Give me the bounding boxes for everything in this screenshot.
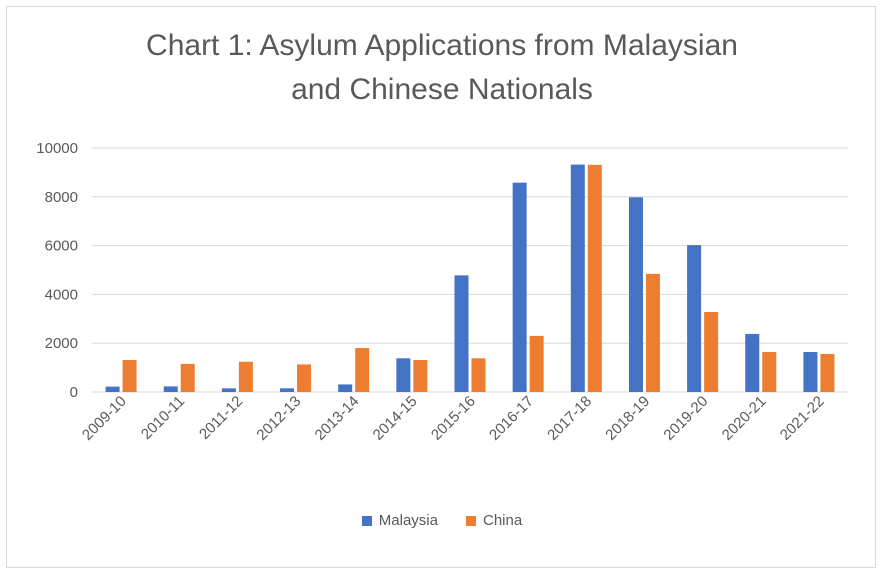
y-tick-label: 6000 [45, 238, 78, 255]
bar-china-2017-18 [587, 164, 602, 392]
chart-title-line-2: and Chinese Nationals [291, 73, 593, 106]
x-tick-label: 2014-15 [370, 393, 421, 444]
legend: Malaysia China [0, 512, 884, 529]
chart-title-line-1: Chart 1: Asylum Applications from Malays… [146, 29, 738, 62]
bar-china-2013-14 [355, 348, 370, 392]
x-tick-label: 2009-10 [79, 393, 130, 444]
bar-malaysia-2010-11 [163, 386, 178, 392]
bar-malaysia-2021-22 [803, 351, 818, 392]
chart-frame [6, 6, 876, 568]
legend-item-malaysia: Malaysia [361, 512, 438, 529]
bar-malaysia-2014-15 [396, 358, 411, 392]
y-tick-label: 4000 [45, 286, 78, 303]
x-tick-label: 2018-19 [602, 393, 653, 444]
x-tick-label: 2015-16 [428, 393, 479, 444]
bar-china-2014-15 [413, 360, 428, 392]
bar-malaysia-2015-16 [454, 275, 469, 392]
x-tick-label: 2013-14 [312, 393, 363, 444]
bar-china-2015-16 [471, 358, 486, 392]
x-tick-label: 2017-18 [544, 393, 595, 444]
bar-china-2012-13 [297, 364, 312, 392]
bar-malaysia-2018-19 [628, 197, 643, 392]
y-tick-label: 0 [70, 384, 78, 401]
y-axis-tick-labels: 0 2000 4000 6000 8000 10000 [36, 140, 78, 401]
bar-malaysia-2019-20 [687, 245, 702, 392]
legend-label-malaysia: Malaysia [378, 512, 438, 529]
bar-china-2010-11 [180, 363, 195, 392]
bar-malaysia-2013-14 [338, 384, 353, 392]
bar-malaysia-2020-21 [745, 333, 760, 392]
legend-swatch-malaysia [361, 515, 372, 526]
gridlines [92, 147, 848, 393]
bar-china-2016-17 [529, 335, 544, 392]
x-tick-label: 2019-20 [660, 393, 711, 444]
bars [105, 164, 835, 392]
x-tick-label: 2011-12 [196, 393, 246, 443]
y-tick-label: 8000 [45, 189, 78, 206]
bar-china-2011-12 [238, 361, 253, 392]
x-tick-label: 2010-11 [138, 393, 188, 443]
bar-china-2021-22 [820, 353, 835, 392]
y-tick-label: 2000 [45, 335, 78, 352]
x-tick-label: 2021-22 [777, 393, 828, 444]
x-axis-tick-labels: 2009-10 2010-11 2011-12 2012-13 2013-14 2014-… [79, 393, 828, 444]
bar-malaysia-2017-18 [570, 164, 585, 392]
x-tick-label: 2016-17 [486, 393, 537, 444]
bar-china-2019-20 [704, 311, 719, 392]
bar-malaysia-2012-13 [280, 388, 295, 392]
bar-china-2020-21 [762, 351, 777, 392]
chart-title: Chart 1: Asylum Applications from Malays… [0, 24, 884, 112]
x-tick-label: 2020-21 [719, 393, 770, 444]
bar-malaysia-2011-12 [221, 388, 236, 392]
bar-china-2009-10 [122, 360, 137, 392]
legend-swatch-china [465, 515, 476, 526]
legend-label-china: China [482, 512, 523, 529]
legend-item-china: China [465, 512, 523, 529]
x-tick-label: 2012-13 [253, 393, 304, 444]
y-tick-label: 10000 [36, 140, 78, 157]
bar-china-2018-19 [645, 273, 660, 392]
bar-malaysia-2016-17 [512, 182, 527, 392]
bar-malaysia-2009-10 [105, 386, 120, 392]
